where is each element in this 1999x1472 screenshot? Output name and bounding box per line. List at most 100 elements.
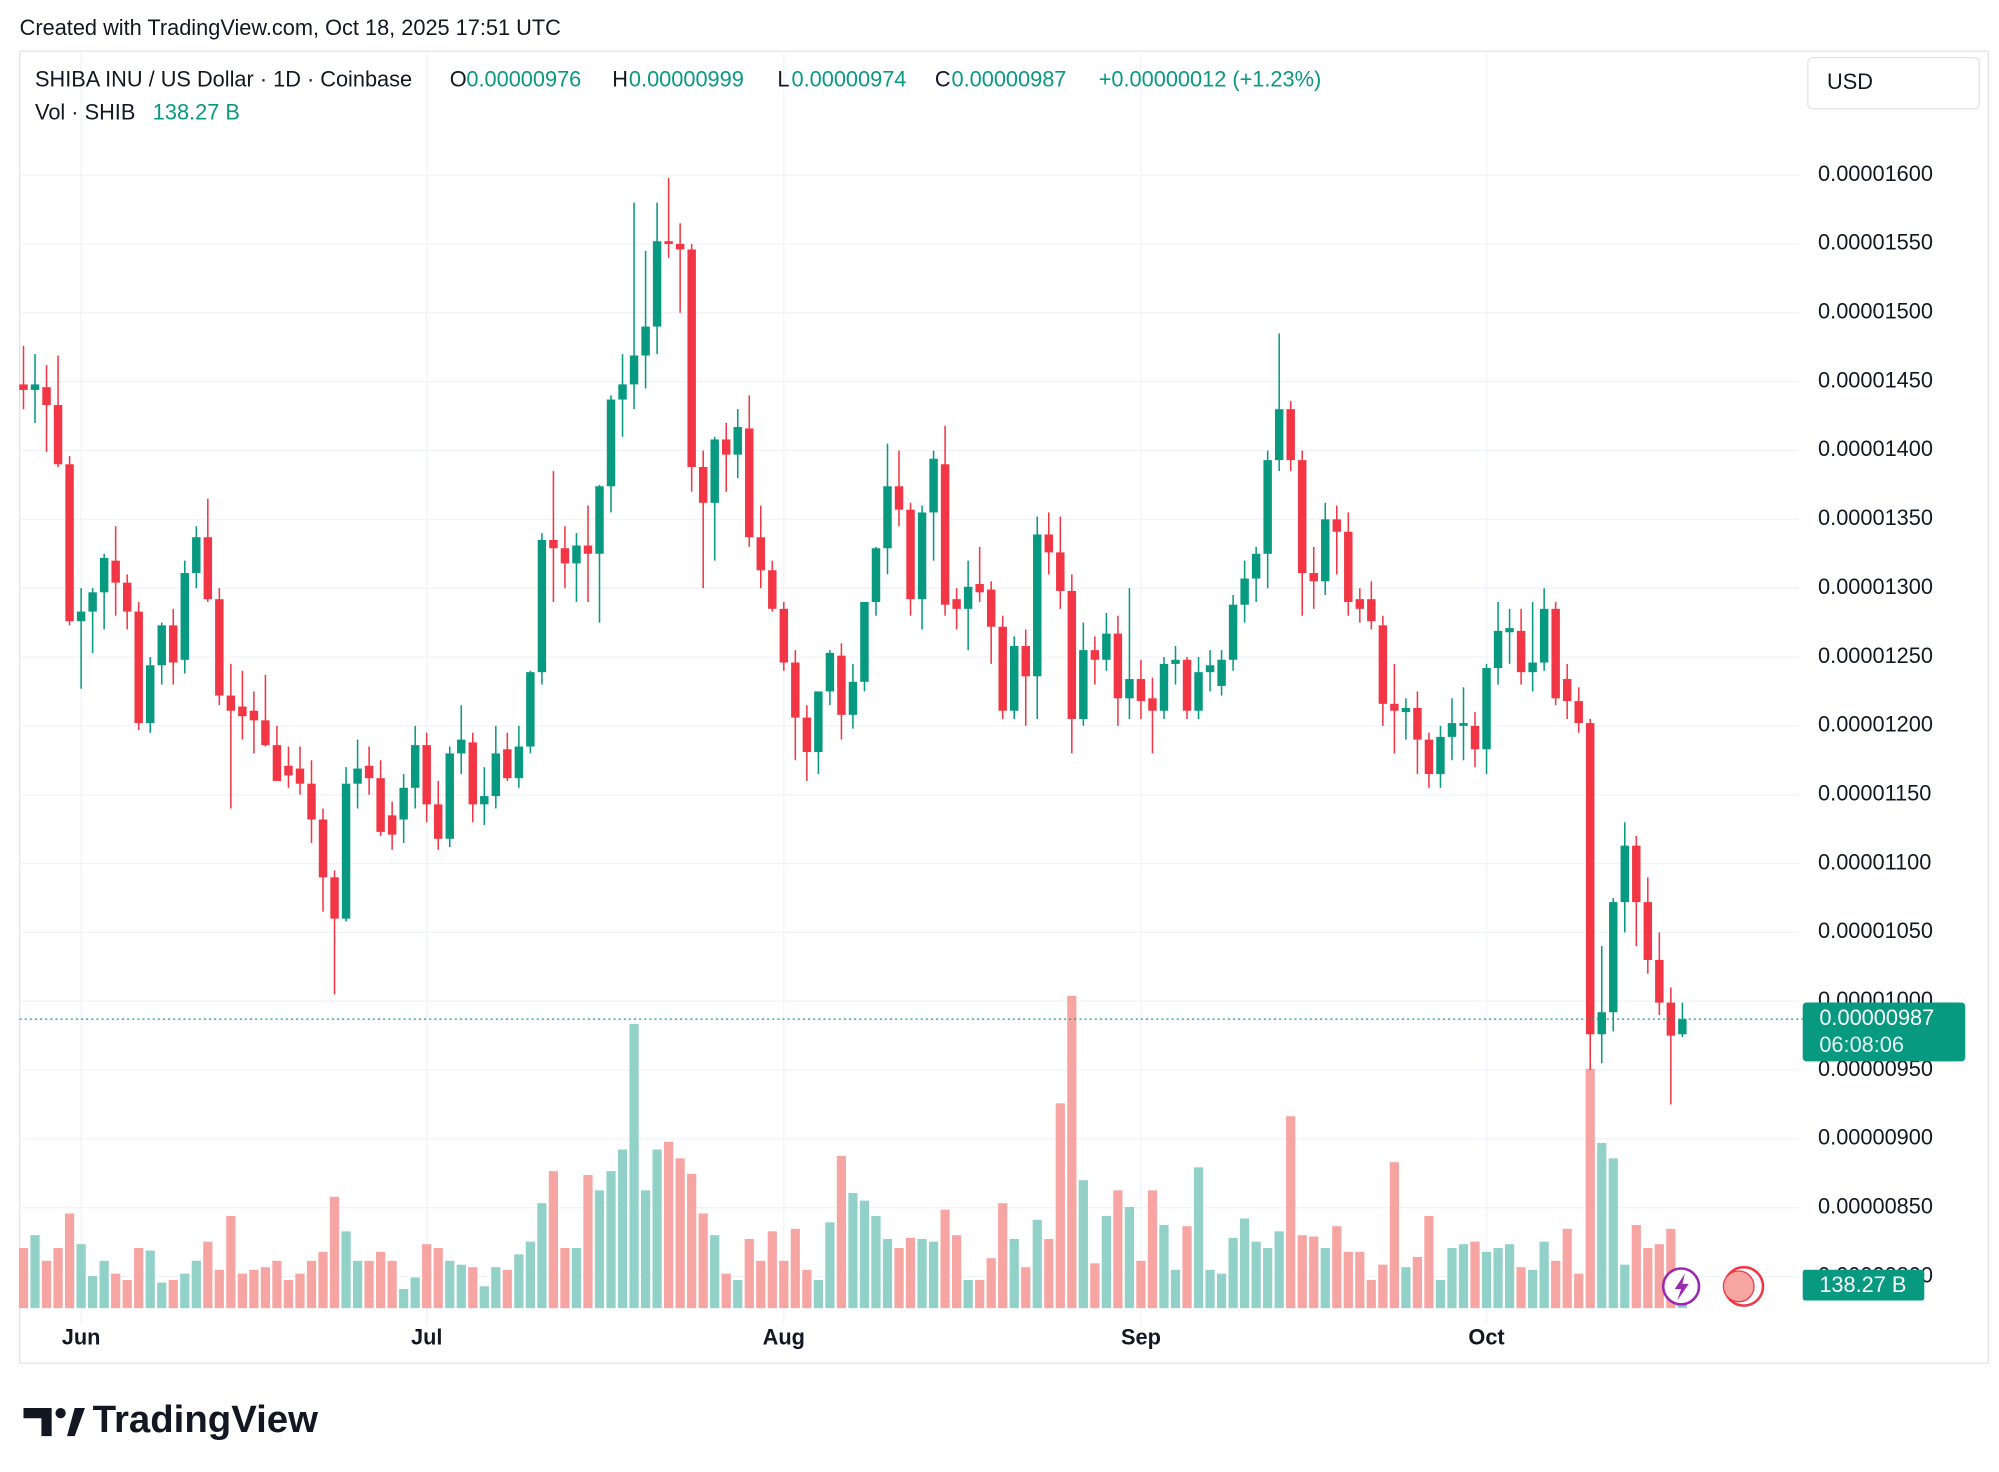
y-tick-label: 0.00001150: [1818, 780, 1931, 805]
volume-bar: [30, 1235, 40, 1309]
volume-bar: [491, 1267, 501, 1309]
candle-body: [353, 768, 362, 784]
y-tick-label: 0.00001600: [1818, 161, 1933, 186]
volume-bar: [1216, 1273, 1227, 1309]
candle-body: [1447, 723, 1457, 737]
created-note: Created with TradingView.com, Oct 18, 20…: [20, 15, 561, 40]
candle-body: [341, 783, 351, 919]
volume-bar: [710, 1235, 720, 1309]
volume-bar: [18, 1247, 29, 1309]
volume-bar: [1021, 1267, 1031, 1309]
volume-bar: [583, 1174, 593, 1309]
candle-body: [963, 586, 973, 609]
volume-bar: [1009, 1238, 1019, 1309]
volume-bar: [1585, 1068, 1595, 1309]
candle-body: [1424, 739, 1434, 775]
candle-body: [698, 467, 708, 503]
candle-body: [1194, 672, 1203, 711]
volume-bar: [399, 1288, 409, 1309]
volume-bar: [664, 1141, 674, 1309]
candle-body: [986, 589, 996, 627]
volume-bar: [1666, 1228, 1676, 1309]
volume-bar: [986, 1258, 996, 1309]
volume-bar: [433, 1247, 443, 1309]
volume-bar: [387, 1260, 397, 1309]
volume-bar: [1297, 1235, 1307, 1309]
candle-body: [721, 439, 731, 455]
candle-body: [1436, 736, 1445, 775]
candle-body: [1367, 599, 1376, 622]
volume-bar: [744, 1238, 754, 1309]
ohlc-value: 0.00000976: [466, 66, 581, 91]
volume-bar: [928, 1241, 939, 1309]
volume-bar: [871, 1215, 881, 1309]
candle-body: [1263, 460, 1272, 554]
x-tick-label: Oct: [1468, 1325, 1504, 1350]
volume-bar: [998, 1203, 1008, 1309]
candle-body: [307, 783, 316, 820]
volume-bar: [836, 1155, 847, 1309]
candle-body: [1539, 608, 1549, 663]
volume-bar: [145, 1250, 155, 1309]
ohlc-label: O: [450, 66, 467, 91]
volume-bar: [341, 1231, 351, 1309]
candle-body: [687, 249, 696, 468]
volume-bar: [848, 1192, 858, 1309]
volume-bar: [1355, 1251, 1365, 1309]
candle-body: [410, 745, 420, 788]
chart-frame: [19, 50, 1989, 1364]
volume-bar: [502, 1269, 512, 1309]
ohlc-value: 0.00000999: [629, 66, 744, 91]
currency[interactable]: USD: [1827, 69, 1873, 94]
volume-bar: [790, 1228, 800, 1309]
candle-body: [1585, 723, 1595, 1035]
currency-button[interactable]: [1807, 56, 1980, 110]
candle-body: [491, 753, 501, 797]
ohlc-label: H: [612, 66, 628, 91]
candle-body: [745, 428, 754, 538]
volume-bar: [1366, 1279, 1376, 1309]
candle-body: [860, 601, 869, 682]
volume-bar: [767, 1231, 777, 1309]
candle-body: [1125, 679, 1134, 699]
candle-body: [192, 537, 201, 574]
volume-bar: [917, 1238, 927, 1309]
candle-body: [1021, 646, 1030, 677]
y-tick-label: 0.00001400: [1818, 436, 1933, 461]
candle-body: [1033, 534, 1042, 677]
logo-mark: [55, 1408, 66, 1419]
volume-bar: [963, 1279, 973, 1309]
volume-bar: [1147, 1190, 1158, 1309]
volume-bar: [1228, 1237, 1238, 1309]
candle-body: [1609, 902, 1618, 1013]
volume-bar: [1309, 1236, 1319, 1309]
volume-bar: [1170, 1269, 1181, 1309]
volume-bar: [445, 1260, 455, 1309]
volume-bar: [675, 1158, 685, 1309]
volume-bar: [1343, 1251, 1353, 1309]
volume-bar: [1274, 1231, 1284, 1309]
volume-legend: Vol · SHIB: [35, 100, 135, 125]
candle-body: [272, 745, 282, 781]
candle-body: [837, 655, 846, 715]
volume-bar: [1113, 1190, 1123, 1309]
volume-tag: [1802, 1269, 1925, 1301]
candle-body: [364, 765, 374, 779]
candle-body: [1102, 633, 1111, 660]
candle-body: [1148, 698, 1157, 711]
volume-bar: [1205, 1269, 1215, 1309]
volume-bar: [1481, 1251, 1492, 1309]
volume-bar: [422, 1244, 432, 1309]
volume-bar: [779, 1260, 789, 1309]
candle-body: [1286, 409, 1295, 461]
candle-body: [42, 387, 51, 406]
price-axis: 0.000008000.000008500.000009000.00000950…: [19, 161, 1966, 1301]
volume-bar: [560, 1247, 570, 1309]
candle-body: [1562, 679, 1572, 702]
volume-bar: [260, 1267, 271, 1309]
candle-body: [1355, 599, 1365, 609]
candle-body: [1378, 625, 1388, 704]
candle-body: [215, 599, 224, 696]
volume-bar: [629, 1024, 639, 1309]
candle-body: [641, 326, 650, 356]
